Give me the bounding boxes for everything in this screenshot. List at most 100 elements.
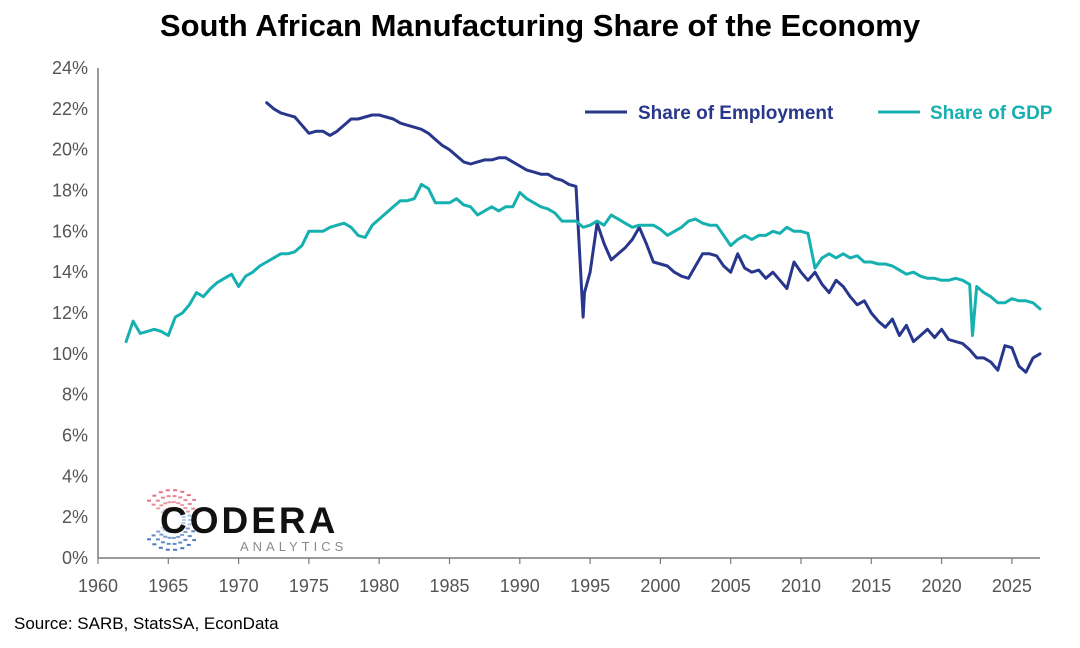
logo-dot bbox=[180, 533, 185, 536]
logo-dot bbox=[168, 507, 173, 510]
logo-dot bbox=[183, 499, 188, 502]
logo-dot bbox=[171, 501, 176, 504]
logo-dot bbox=[166, 495, 171, 498]
logo-dot bbox=[192, 498, 196, 501]
logo-dot bbox=[192, 539, 196, 542]
x-tick-label: 2020 bbox=[922, 576, 962, 596]
logo-dot bbox=[180, 547, 185, 550]
logo-subtitle: ANALYTICS bbox=[240, 539, 348, 554]
logo-dot bbox=[180, 524, 185, 527]
logo-dot bbox=[183, 507, 188, 509]
logo-dot bbox=[168, 530, 173, 533]
logo-dot bbox=[163, 535, 168, 538]
logo-dot bbox=[187, 523, 192, 526]
x-tick-label: 1990 bbox=[500, 576, 540, 596]
logo-dot bbox=[163, 502, 168, 505]
y-tick-label: 8% bbox=[62, 385, 88, 405]
logo-dot bbox=[174, 530, 179, 533]
x-tick-label: 2010 bbox=[781, 576, 821, 596]
logo-dot bbox=[187, 502, 192, 505]
logo-dot bbox=[147, 499, 151, 502]
x-tick-label: 1965 bbox=[148, 576, 188, 596]
logo-dot bbox=[191, 530, 196, 533]
y-tick-label: 4% bbox=[62, 466, 88, 486]
logo-dot bbox=[167, 536, 172, 539]
logo-dot bbox=[176, 502, 181, 505]
x-tick-label: 2000 bbox=[640, 576, 680, 596]
logo-dot bbox=[191, 507, 196, 510]
logo-dot bbox=[165, 530, 170, 533]
logo-dot bbox=[181, 521, 186, 524]
logo-dot bbox=[147, 538, 151, 541]
logo-dot bbox=[160, 526, 165, 529]
legend-label: Share of Employment bbox=[638, 103, 834, 124]
logo-dot bbox=[158, 546, 163, 549]
chart-title: South African Manufacturing Share of the… bbox=[159, 8, 921, 43]
logo-dot bbox=[171, 536, 176, 539]
logo-dot bbox=[180, 504, 185, 507]
logo-dot bbox=[181, 516, 186, 519]
logo-dot bbox=[193, 513, 196, 516]
logo-dot bbox=[165, 507, 170, 510]
x-tick-label: 2015 bbox=[851, 576, 891, 596]
series-line-gdp bbox=[124, 182, 1042, 344]
logo-dot bbox=[183, 531, 188, 533]
y-tick-label: 12% bbox=[52, 303, 88, 323]
logo-dot bbox=[165, 489, 170, 492]
logo-dot bbox=[187, 514, 192, 517]
codera-logo: CODERA ANALYTICS bbox=[136, 484, 366, 556]
source-note: Source: SARB, StatsSA, EconData bbox=[14, 614, 279, 633]
legend-label: Share of GDP bbox=[930, 103, 1053, 124]
x-tick-label: 2025 bbox=[992, 576, 1032, 596]
logo-dot bbox=[194, 519, 196, 521]
logo-dot bbox=[178, 511, 183, 513]
logo-dot bbox=[162, 509, 167, 512]
logo-dot bbox=[167, 501, 172, 504]
logo-dot bbox=[151, 503, 156, 506]
logo-dot bbox=[186, 543, 191, 546]
logo-dot bbox=[152, 543, 157, 546]
x-tick-label: 2005 bbox=[711, 576, 751, 596]
chart-axes bbox=[97, 68, 1040, 559]
y-tick-label: 2% bbox=[62, 507, 88, 527]
logo-dot bbox=[160, 511, 165, 514]
logo-dot bbox=[162, 528, 167, 531]
logo-dot bbox=[173, 489, 178, 492]
y-tick-label: 10% bbox=[52, 344, 88, 364]
legend: Share of Employment Share of GDP bbox=[585, 103, 1053, 124]
x-tick-label: 1960 bbox=[78, 576, 118, 596]
logo-dot bbox=[155, 499, 160, 502]
series-lines bbox=[124, 101, 1042, 374]
logo-dot bbox=[176, 509, 181, 512]
logo-dot bbox=[180, 490, 185, 493]
logo-dot bbox=[178, 541, 183, 544]
logo-dot bbox=[185, 510, 190, 513]
y-axis-ticks: 0% 2% 4% 6% 8% 10% 12% 14% 16% 18% 20% 22% 24% bbox=[52, 58, 88, 568]
logo-dot bbox=[166, 542, 171, 545]
logo-dot bbox=[172, 495, 177, 498]
y-tick-label: 22% bbox=[52, 99, 88, 119]
series-line-employment bbox=[265, 101, 1042, 374]
logo-dot bbox=[156, 530, 161, 533]
logo-dot bbox=[159, 533, 164, 536]
logo-dot bbox=[187, 535, 192, 538]
y-tick-label: 24% bbox=[52, 58, 88, 78]
y-tick-label: 0% bbox=[62, 548, 88, 568]
logo-dot bbox=[174, 507, 179, 510]
logo-dot bbox=[151, 534, 156, 537]
x-tick-label: 1975 bbox=[289, 576, 329, 596]
logo-dot bbox=[161, 496, 165, 499]
logo-dot bbox=[156, 507, 161, 510]
y-tick-label: 18% bbox=[52, 181, 88, 201]
codera-logo-mark-icon bbox=[147, 489, 196, 551]
logo-dot bbox=[165, 548, 170, 551]
logo-dot bbox=[173, 548, 178, 551]
logo-dot bbox=[155, 538, 160, 541]
logo-dot bbox=[178, 496, 183, 499]
logo-dot bbox=[178, 527, 183, 529]
y-tick-label: 6% bbox=[62, 426, 88, 446]
logo-dot bbox=[171, 530, 176, 533]
logo-dot bbox=[185, 527, 190, 530]
x-tick-label: 1995 bbox=[570, 576, 610, 596]
logo-wordmark: CODERA bbox=[160, 500, 339, 541]
